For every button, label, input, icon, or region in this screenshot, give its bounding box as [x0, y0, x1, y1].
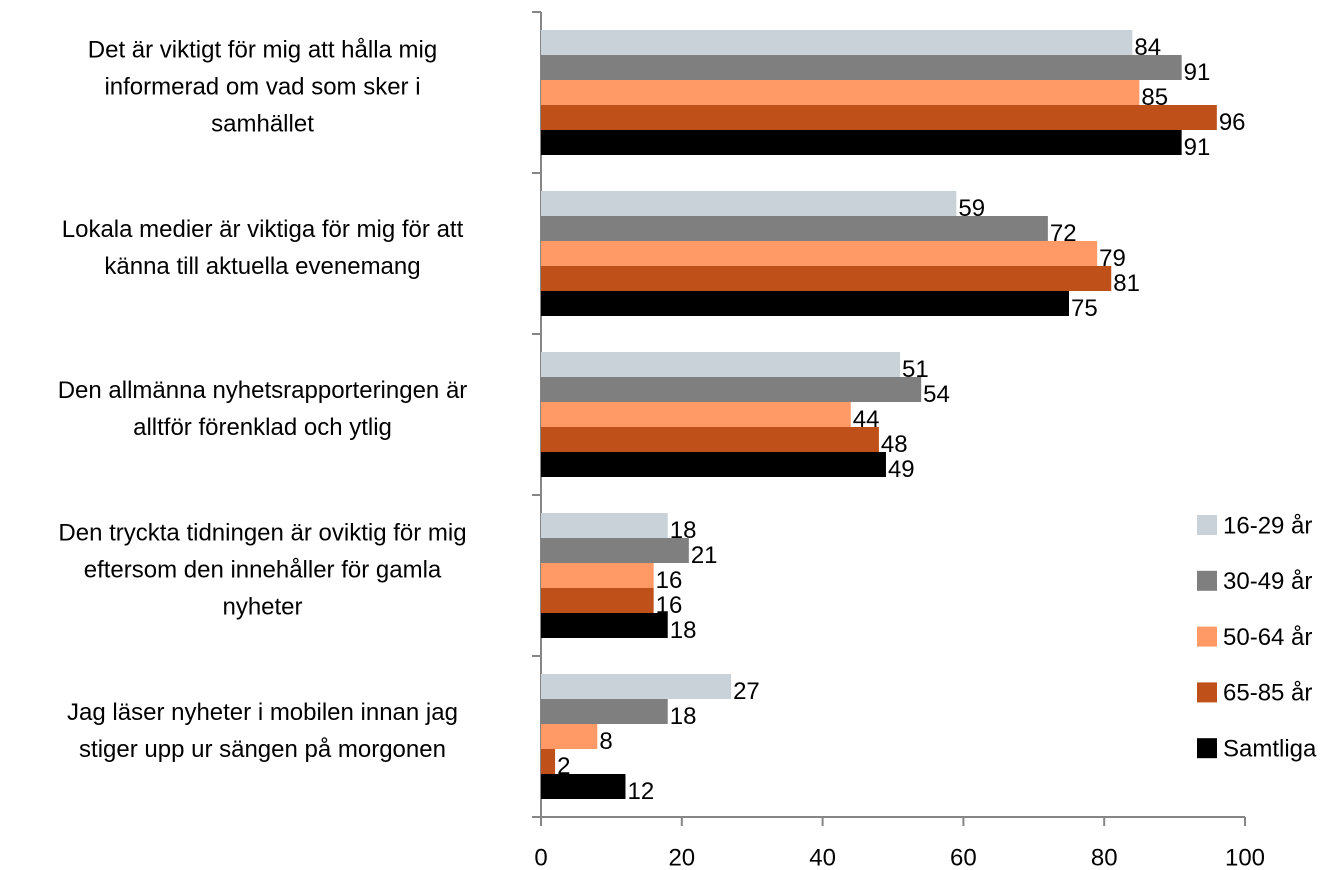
- bar: [541, 699, 668, 724]
- data-label: 81: [1113, 270, 1140, 297]
- legend-swatch: [1197, 570, 1217, 591]
- bar: [541, 513, 668, 538]
- bar: [541, 30, 1133, 55]
- bar: [541, 749, 556, 774]
- bar: [541, 538, 689, 563]
- legend-label: Samtliga: [1223, 736, 1317, 763]
- legend-swatch: [1197, 682, 1217, 703]
- x-tick-label: 80: [1091, 844, 1118, 870]
- bar: [541, 774, 626, 799]
- data-label: 75: [1071, 295, 1098, 322]
- bar: [541, 452, 886, 477]
- bar: [541, 613, 668, 638]
- data-label: 21: [691, 542, 718, 569]
- legend-label: 30-49 år: [1223, 568, 1312, 595]
- bar: [541, 377, 922, 402]
- bar: [541, 216, 1048, 241]
- legend-label: 65-85 år: [1223, 680, 1312, 707]
- data-label: 27: [733, 678, 760, 705]
- bar: [541, 563, 654, 588]
- legend-swatch: [1197, 626, 1217, 647]
- x-tick-label: 0: [534, 844, 547, 870]
- x-tick-label: 60: [950, 844, 977, 870]
- bar: [541, 80, 1140, 105]
- x-tick-label: 20: [668, 844, 695, 870]
- category-label: Lokala medier är viktiga för mig för att…: [61, 215, 464, 280]
- bar: [541, 402, 851, 427]
- x-tick-label: 40: [809, 844, 836, 870]
- category-label: Jag läser nyheter i mobilen innan jag st…: [67, 698, 458, 763]
- legend-label: 50-64 år: [1223, 624, 1312, 651]
- data-label: 2: [557, 753, 570, 780]
- legend-swatch: [1197, 738, 1217, 759]
- category-label: Det är viktigt för mig att hålla mig inf…: [87, 36, 438, 137]
- data-label: 54: [923, 381, 950, 408]
- data-label: 91: [1184, 59, 1211, 86]
- bar: [541, 427, 879, 452]
- data-label: 96: [1219, 109, 1246, 136]
- bar: [541, 724, 598, 749]
- data-label: 91: [1184, 134, 1211, 161]
- bar: [541, 130, 1182, 155]
- data-label: 16: [656, 567, 683, 594]
- bar: [541, 191, 957, 216]
- bar: [541, 352, 901, 377]
- data-label: 49: [888, 456, 915, 483]
- bar: [541, 105, 1217, 130]
- x-tick-label: 100: [1225, 844, 1265, 870]
- data-label: 18: [670, 617, 697, 644]
- bar: [541, 588, 654, 613]
- data-label: 18: [670, 703, 697, 730]
- bar: [541, 674, 732, 699]
- bar: [541, 291, 1069, 316]
- bar: [541, 55, 1182, 80]
- category-label: Den tryckta tidningen är oviktig för mig…: [58, 519, 467, 620]
- legend-label: 16-29 år: [1223, 512, 1312, 539]
- category-label: Den allmänna nyhetsrapporteringen är all…: [57, 376, 468, 441]
- data-label: 8: [599, 728, 612, 755]
- bar: [541, 241, 1098, 266]
- bar: [541, 266, 1112, 291]
- data-label: 12: [627, 778, 654, 805]
- legend-swatch: [1197, 515, 1217, 535]
